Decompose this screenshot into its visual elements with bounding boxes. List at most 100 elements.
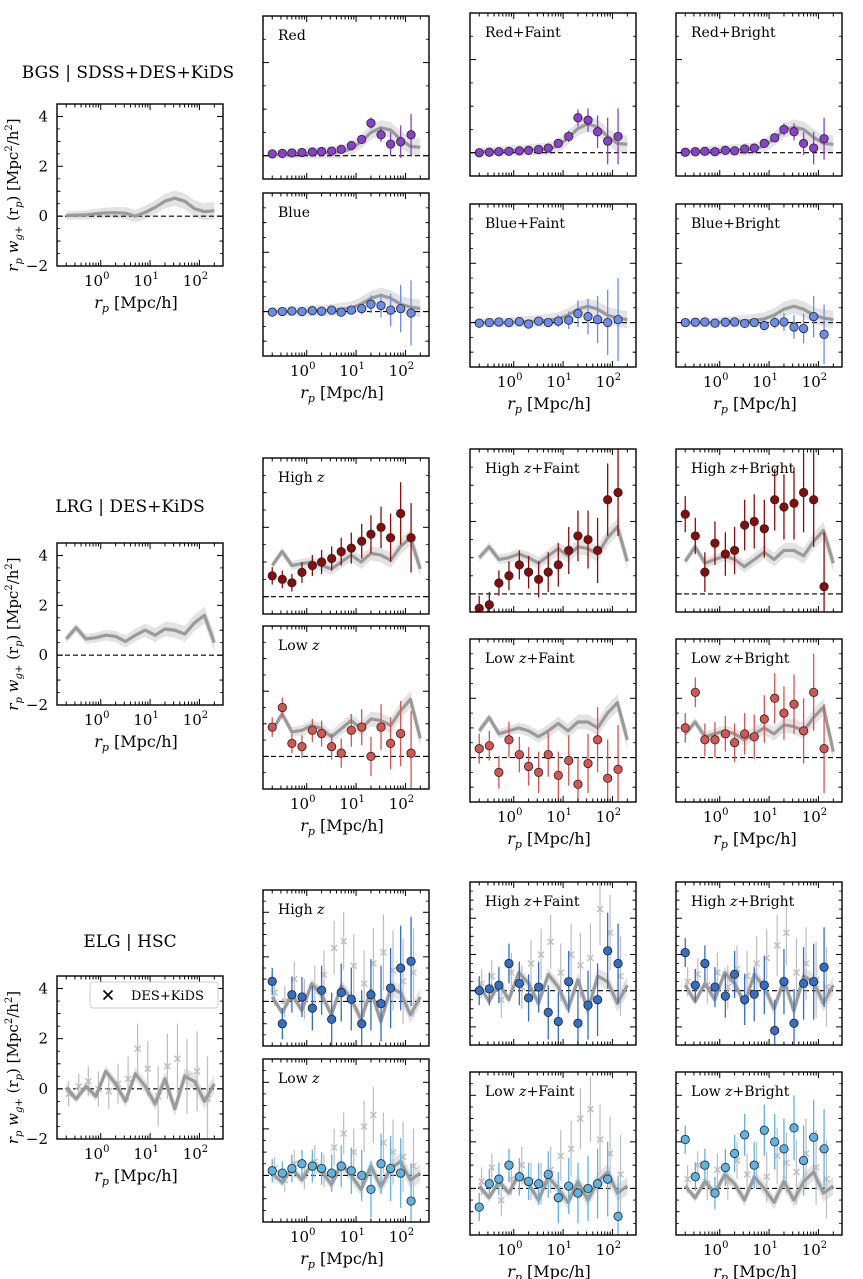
data-point <box>327 1014 337 1024</box>
data-point <box>406 130 416 140</box>
model-line <box>272 293 421 314</box>
panel-elg-lowzfaint: 100 101 102 rp [Mpc/h] Low z+Faint <box>469 1071 637 1279</box>
data-point <box>474 986 484 996</box>
data-point <box>484 984 494 994</box>
x-tick-label: 101 <box>339 1227 364 1246</box>
y-tick-label: 2 <box>38 596 48 614</box>
plot-area <box>470 694 636 802</box>
cross-marker <box>576 1115 584 1123</box>
y-tick-label: 0 <box>38 646 48 664</box>
data-point <box>779 502 789 512</box>
data-point <box>494 980 504 990</box>
data-point <box>543 1007 553 1018</box>
model-line <box>479 122 628 154</box>
data-point <box>316 557 327 567</box>
panel-bgs-redfaint: Red+Faint <box>469 12 637 177</box>
panel-elg-lowzbright: 100 101 102 rp [Mpc/h] Low z+Bright <box>675 1071 843 1279</box>
panel-lrg-lowz: 100 101 102 rp [Mpc/h] Low z <box>262 625 430 838</box>
cross-marker <box>753 960 761 967</box>
model-line <box>66 196 215 218</box>
x-axis-label: rp [Mpc/h] <box>94 1166 178 1188</box>
plot-area <box>263 482 429 598</box>
data-point <box>357 536 367 546</box>
panel-bgs-all: −2 0 2 4 100 101 102 rp [Mpc/h] rp wg+ (rp) [Mpc… <box>4 103 224 315</box>
data-point <box>307 1161 317 1171</box>
cross-marker <box>713 1166 721 1174</box>
panel-frame <box>469 448 637 613</box>
cross-marker <box>537 950 545 958</box>
data-point <box>749 143 759 153</box>
panel-bgs-red: Red <box>262 15 430 180</box>
data-point <box>297 992 307 1002</box>
elg-title: ELG | HSC <box>83 932 177 952</box>
data-point <box>277 574 287 584</box>
x-axis-label: rp [Mpc/h] <box>507 394 591 416</box>
y-tick-label: 2 <box>38 1030 48 1048</box>
data-point <box>543 143 553 153</box>
data-point <box>534 982 544 992</box>
panel-frame <box>675 448 843 613</box>
model-band <box>685 521 834 573</box>
data-point <box>710 982 720 992</box>
data-point <box>710 1188 720 1198</box>
x-tick-label: 100 <box>703 1240 728 1259</box>
plot-area <box>676 653 842 794</box>
data-point <box>749 989 759 999</box>
data-point <box>277 1019 287 1029</box>
data-point <box>740 729 750 739</box>
data-point <box>534 144 544 155</box>
panel-title: Blue <box>278 205 310 221</box>
data-point <box>564 977 574 987</box>
panel-title: Low z <box>278 1071 320 1087</box>
cross-marker <box>360 980 368 988</box>
panel-lrg-highz: High z <box>262 457 430 615</box>
panel-frame <box>469 12 637 177</box>
data-point <box>700 567 710 577</box>
data-point <box>396 1168 406 1178</box>
data-point <box>376 722 386 732</box>
data-point <box>376 999 386 1009</box>
data-point <box>484 317 494 328</box>
data-point <box>357 722 367 732</box>
data-point <box>759 138 769 148</box>
data-point <box>603 317 613 328</box>
data-point <box>327 146 337 156</box>
data-point <box>346 140 356 151</box>
data-point <box>376 301 386 311</box>
x-tick-label: 101 <box>546 372 571 391</box>
data-point <box>592 314 603 325</box>
data-point <box>729 146 740 156</box>
model-band <box>66 606 215 652</box>
model-line <box>684 705 835 752</box>
plot-area <box>676 117 842 165</box>
data-point <box>740 144 750 154</box>
data-point <box>514 978 524 989</box>
data-point <box>583 758 593 769</box>
data-point <box>729 545 740 556</box>
data-point <box>474 148 484 158</box>
x-tick-label: 102 <box>389 361 414 380</box>
data-point <box>819 1144 829 1154</box>
data-point <box>406 533 416 543</box>
data-point <box>613 958 623 969</box>
data-point <box>346 994 356 1004</box>
data-point <box>406 748 416 758</box>
data-point <box>484 741 494 751</box>
data-point <box>603 773 613 783</box>
data-point <box>789 322 799 332</box>
panel-frame <box>262 15 430 180</box>
data-point <box>613 131 623 142</box>
data-point <box>819 962 829 972</box>
data-point <box>277 702 287 713</box>
data-point <box>406 956 416 966</box>
data-point <box>523 567 534 577</box>
data-point <box>385 983 396 993</box>
panel-title: Red <box>278 28 306 44</box>
cross-marker <box>75 1082 83 1090</box>
data-point <box>553 770 563 780</box>
data-point <box>336 546 346 557</box>
model-line <box>270 981 422 1024</box>
cross-marker <box>586 1105 594 1113</box>
x-tick-label: 101 <box>339 794 364 813</box>
